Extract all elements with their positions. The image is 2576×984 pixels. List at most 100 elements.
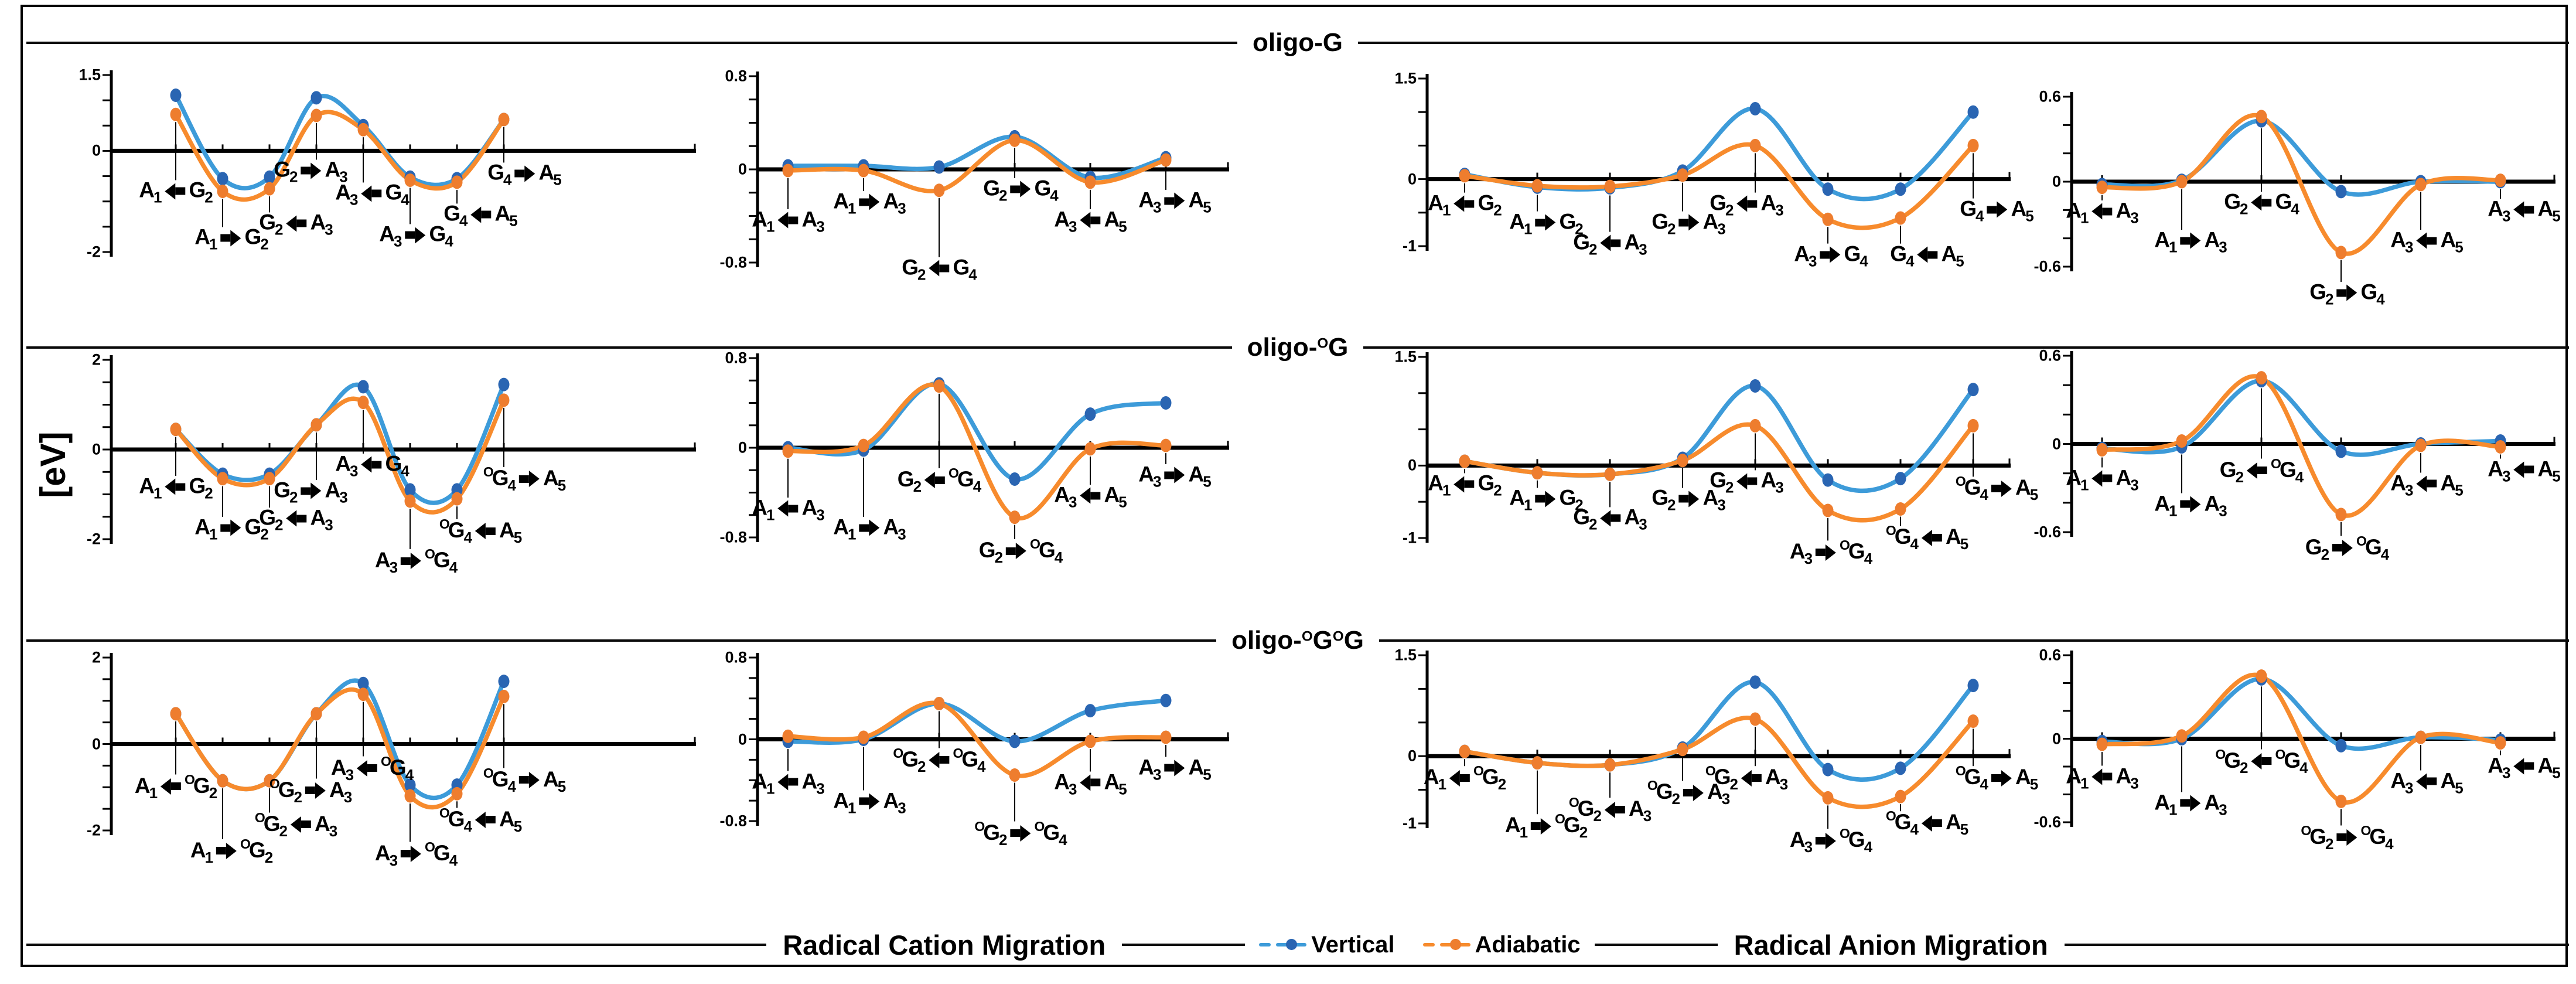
section-title-oligo-g: oligo-G (1253, 28, 1343, 57)
migration-step-label: G2 G4 (983, 176, 1059, 205)
subscript: 4 (1864, 550, 1873, 568)
subscript: 4 (1054, 549, 1063, 566)
chart-oligo-g-anion-left (1418, 74, 2011, 251)
subscript: 3 (1804, 838, 1813, 856)
arrow-right-icon (1006, 537, 1027, 562)
subscript: 1 (848, 199, 857, 217)
adiabatic-data-point (451, 492, 463, 506)
subscript: 2 (294, 788, 303, 806)
migration-step-label: OG4 A5 (1955, 763, 2038, 794)
y-axis-tick-label: 1.5 (79, 66, 101, 84)
migration-step-label: OG4 A5 (439, 805, 522, 835)
subscript: 3 (325, 220, 333, 239)
arrow-left-icon (1080, 769, 1101, 794)
subscript: 3 (2502, 207, 2511, 225)
subscript: 3 (389, 851, 398, 869)
migration-step-label: A1 G2 (1509, 209, 1583, 238)
arrow-right-icon (1164, 754, 1185, 779)
migration-step-label: A1 A3 (2154, 789, 2227, 818)
subscript: 2 (1589, 515, 1598, 533)
migration-step-label: A3OG4 (374, 839, 458, 869)
subscript: 5 (2025, 207, 2034, 225)
arrow-left-icon (286, 505, 307, 530)
adiabatic-data-point (782, 164, 794, 178)
arrow-right-icon (859, 788, 880, 812)
subscript: 1 (1524, 220, 1533, 238)
subscript: 3 (1804, 550, 1813, 568)
migration-step-label: A3OG4 (1789, 826, 1872, 856)
subscript: 1 (2080, 209, 2089, 227)
subscript: 1 (2169, 502, 2178, 519)
superscript-o: O (2275, 746, 2286, 762)
adiabatic-data-point (1604, 467, 1616, 481)
subscript: 3 (2219, 502, 2227, 519)
subscript: 2 (917, 757, 926, 775)
y-axis-tick-label: 0 (2052, 435, 2061, 452)
migration-step-label: A3 G4 (335, 180, 409, 209)
adiabatic-data-point (2335, 794, 2347, 808)
arrow-right-icon (2336, 824, 2357, 849)
subscript: 3 (1721, 790, 1731, 808)
y-axis-tick-label: 1.5 (1394, 348, 1417, 366)
migration-step-label: OG2 A3 (1568, 795, 1652, 825)
subscript: 3 (816, 506, 825, 524)
migration-step-label: G4 A5 (1960, 196, 2033, 225)
subscript: 3 (345, 765, 354, 784)
arrow-left-icon (165, 474, 186, 498)
migration-step-label: A1 A3 (2154, 227, 2227, 256)
subscript: 4 (1860, 252, 1868, 270)
superscript-o: O (439, 805, 450, 820)
migration-step-label: A3 A5 (1054, 207, 1127, 236)
subscript: 4 (507, 476, 517, 494)
arrow-right-icon (220, 224, 241, 249)
vertical-data-point (217, 172, 228, 186)
subscript: 1 (766, 506, 775, 524)
arrow-left-icon (1600, 229, 1621, 254)
y-axis-tick-label: 0 (1407, 170, 1417, 188)
adiabatic-data-point (2096, 443, 2108, 457)
migration-step-label: A1 A3 (752, 769, 824, 797)
subscript: 4 (968, 265, 977, 284)
adiabatic-data-point (498, 113, 510, 127)
migration-step-label: G2 A3 (1652, 485, 1725, 514)
subscript: 2 (1593, 807, 1602, 825)
subscript: 3 (2130, 476, 2139, 493)
migration-step-label: A1 A3 (752, 495, 825, 524)
arrow-left-icon (924, 467, 946, 491)
adiabatic-data-point (498, 689, 510, 703)
migration-step-label: A1 A3 (2154, 491, 2227, 519)
superscript-o: O (2215, 746, 2226, 762)
migration-step-label: G2 A3 (274, 478, 347, 506)
legend-vertical-label: Vertical (1311, 931, 1395, 958)
y-axis-tick-label: -1 (1402, 814, 1417, 832)
adiabatic-data-point (1677, 168, 1688, 182)
adiabatic-data-point (1009, 133, 1021, 147)
vertical-data-point (1009, 472, 1021, 486)
arrow-left-icon (1921, 809, 1942, 834)
subscript: 1 (1442, 481, 1451, 499)
section-header-oligo-og: oligo-OG (26, 333, 2570, 362)
subscript: 1 (2169, 238, 2178, 256)
subscript: 3 (2219, 238, 2227, 256)
subscript: 3 (1779, 775, 1789, 794)
arrow-left-icon (1080, 207, 1101, 231)
subscript: 4 (463, 817, 473, 835)
arrow-left-icon (361, 180, 382, 205)
adiabatic-data-point (1459, 744, 1470, 758)
chart-oligo-g-cation-right (749, 71, 1229, 267)
chart-oligo-g-anion-right (2063, 92, 2555, 282)
migration-step-label: G2OG4 (978, 536, 1063, 566)
arrow-left-icon (2513, 753, 2534, 777)
vertical-data-point (2335, 738, 2347, 753)
arrow-right-icon (518, 767, 540, 791)
arrow-right-icon (514, 160, 535, 185)
subscript: 2 (1493, 201, 1502, 219)
subscript: 3 (394, 232, 402, 250)
y-axis-tick-label: 2 (91, 648, 101, 666)
migration-step-label: A3OG4 (1789, 537, 1873, 568)
migration-step-label: OG4 A5 (1885, 808, 1968, 839)
subscript: 1 (1524, 496, 1533, 514)
arrow-left-icon (1736, 468, 1758, 492)
arrow-right-icon (2180, 789, 2201, 814)
migration-step-label: OG2 A3 (269, 775, 352, 806)
